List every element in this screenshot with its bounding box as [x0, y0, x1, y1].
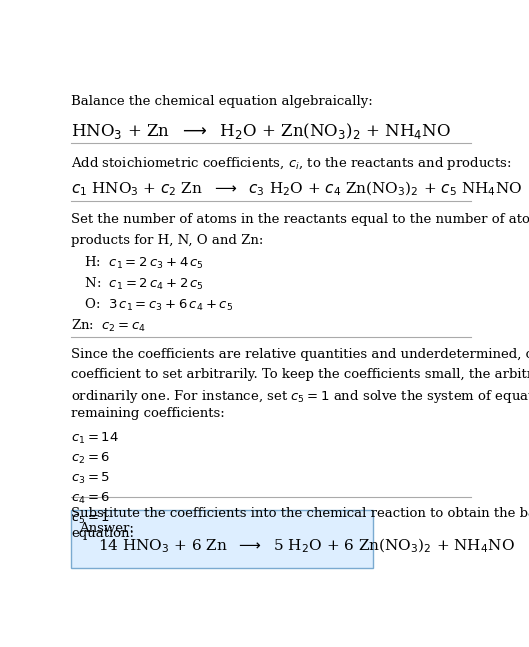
Text: N:  $c_1 = 2\,c_4 + 2\,c_5$: N: $c_1 = 2\,c_4 + 2\,c_5$ [76, 276, 204, 292]
Text: ordinarily one. For instance, set $c_5 = 1$ and solve the system of equations fo: ordinarily one. For instance, set $c_5 =… [71, 388, 529, 404]
Text: Zn:  $c_2 = c_4$: Zn: $c_2 = c_4$ [71, 318, 147, 334]
Text: remaining coefficients:: remaining coefficients: [71, 408, 225, 421]
Text: equation:: equation: [71, 527, 134, 540]
Text: Since the coefficients are relative quantities and underdetermined, choose a: Since the coefficients are relative quan… [71, 347, 529, 360]
Text: H:  $c_1 = 2\,c_3 + 4\,c_5$: H: $c_1 = 2\,c_3 + 4\,c_5$ [76, 255, 204, 271]
Text: $c_5 = 1$: $c_5 = 1$ [71, 511, 111, 526]
Text: $c_3 = 5$: $c_3 = 5$ [71, 471, 111, 487]
Text: 14 HNO$_3$ + 6 Zn  $\longrightarrow$  5 H$_2$O + 6 Zn(NO$_3$)$_2$ + NH$_4$NO: 14 HNO$_3$ + 6 Zn $\longrightarrow$ 5 H$… [98, 537, 515, 555]
Text: $c_1$ HNO$_3$ + $c_2$ Zn  $\longrightarrow$  $c_3$ H$_2$O + $c_4$ Zn(NO$_3$)$_2$: $c_1$ HNO$_3$ + $c_2$ Zn $\longrightarro… [71, 180, 523, 198]
Text: Substitute the coefficients into the chemical reaction to obtain the balanced: Substitute the coefficients into the che… [71, 507, 529, 520]
Text: $c_1 = 14$: $c_1 = 14$ [71, 432, 120, 446]
Text: HNO$_3$ + Zn  $\longrightarrow$  H$_2$O + Zn(NO$_3$)$_2$ + NH$_4$NO: HNO$_3$ + Zn $\longrightarrow$ H$_2$O + … [71, 121, 451, 141]
Text: Set the number of atoms in the reactants equal to the number of atoms in the: Set the number of atoms in the reactants… [71, 213, 529, 226]
Text: O:  $3\,c_1 = c_3 + 6\,c_4 + c_5$: O: $3\,c_1 = c_3 + 6\,c_4 + c_5$ [76, 297, 233, 313]
Text: products for H, N, O and Zn:: products for H, N, O and Zn: [71, 234, 264, 247]
Text: Balance the chemical equation algebraically:: Balance the chemical equation algebraica… [71, 95, 373, 108]
Text: Answer:: Answer: [79, 522, 134, 535]
Text: coefficient to set arbitrarily. To keep the coefficients small, the arbitrary va: coefficient to set arbitrarily. To keep … [71, 367, 529, 380]
FancyBboxPatch shape [71, 510, 373, 568]
Text: Add stoichiometric coefficients, $c_i$, to the reactants and products:: Add stoichiometric coefficients, $c_i$, … [71, 155, 512, 172]
Text: $c_4 = 6$: $c_4 = 6$ [71, 491, 111, 506]
Text: $c_2 = 6$: $c_2 = 6$ [71, 451, 111, 466]
